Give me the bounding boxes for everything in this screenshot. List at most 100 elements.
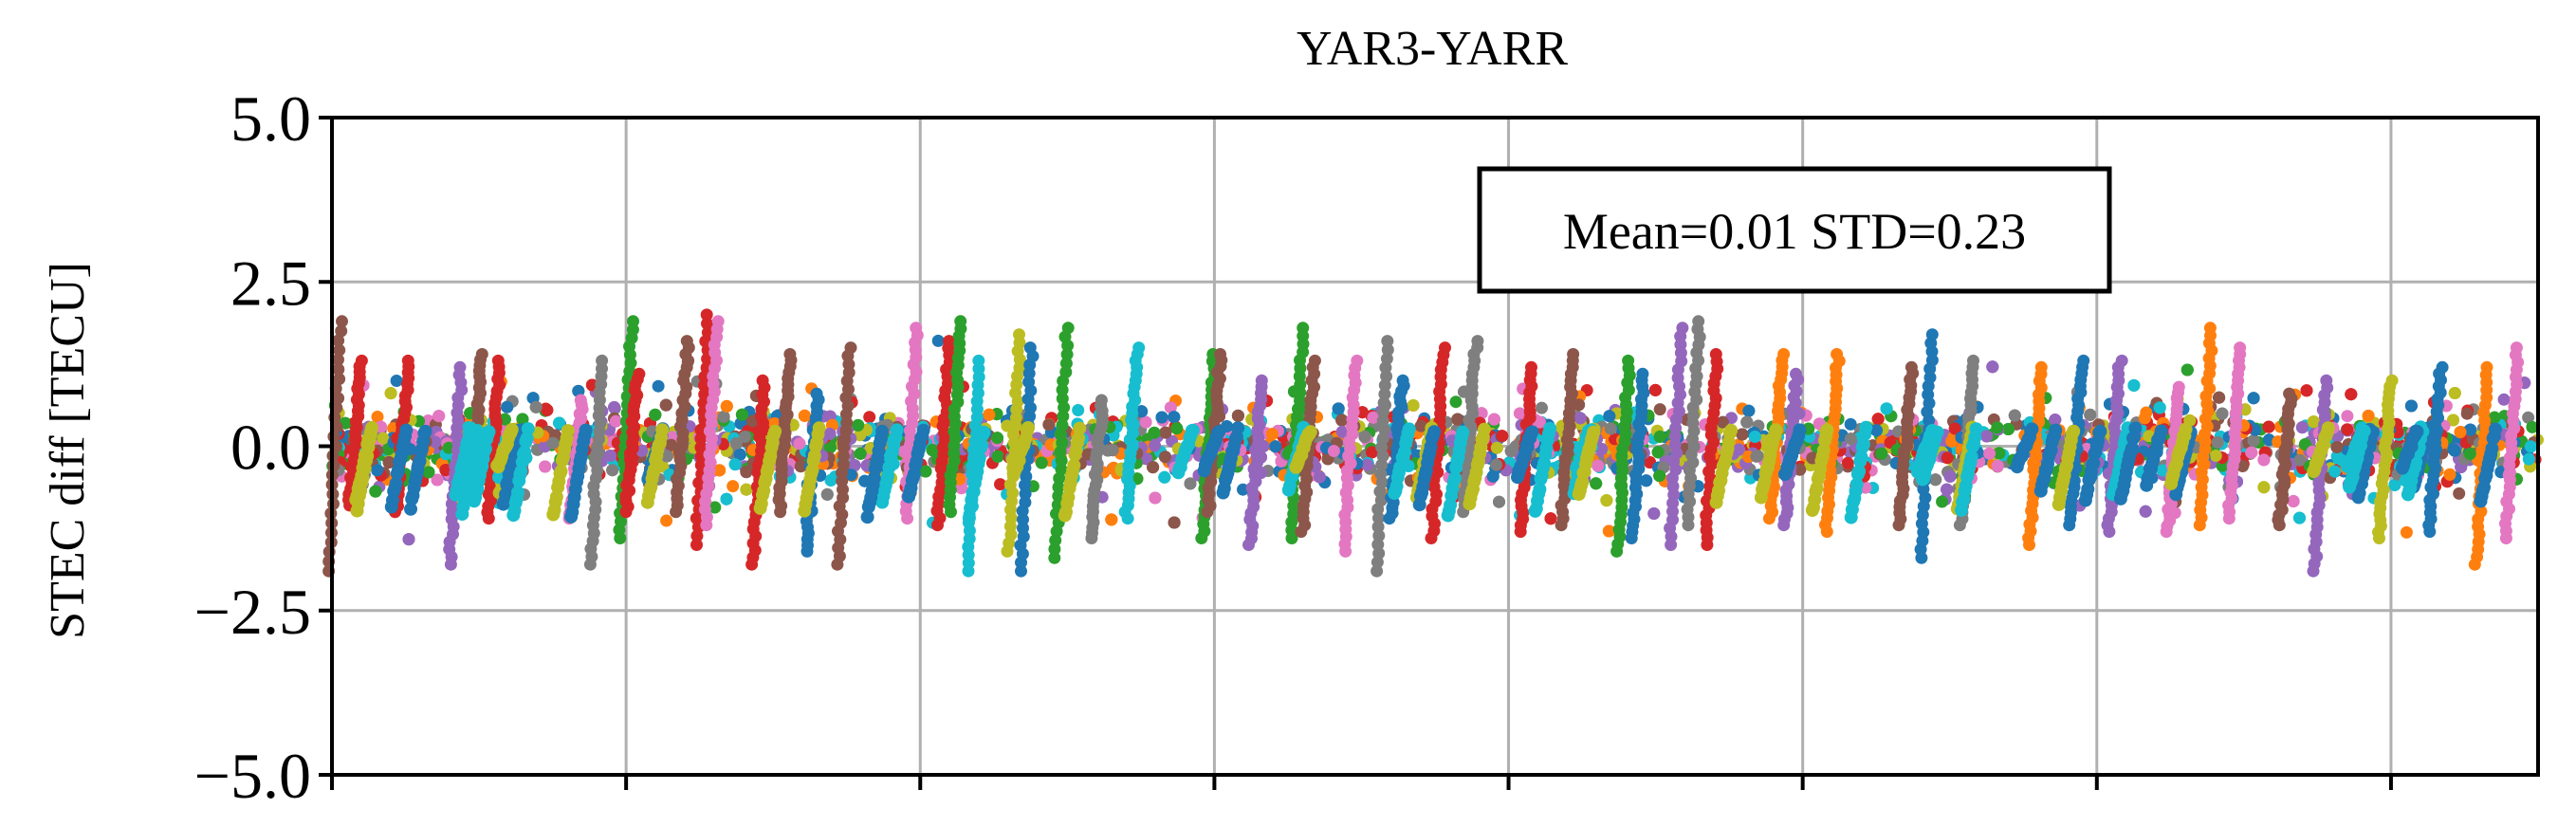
data-point xyxy=(2084,408,2097,421)
data-point xyxy=(1407,399,1420,412)
data-point xyxy=(1367,411,1380,424)
data-point xyxy=(1164,401,1177,414)
data-point xyxy=(1590,477,1603,490)
data-point xyxy=(1742,404,1756,417)
data-point xyxy=(1844,417,1857,431)
data-point xyxy=(727,480,740,493)
data-point xyxy=(1504,445,1518,458)
data-point xyxy=(1487,413,1500,426)
data-point xyxy=(2341,423,2354,436)
data-point xyxy=(2049,414,2062,427)
data-point xyxy=(1536,401,1548,414)
data-point xyxy=(1231,409,1244,422)
data-point xyxy=(2526,420,2539,433)
data-point xyxy=(1648,383,1662,396)
data-point xyxy=(371,411,384,423)
data-point xyxy=(2522,411,2535,424)
data-point xyxy=(541,403,554,416)
data-point xyxy=(1544,512,1557,525)
data-point xyxy=(720,399,733,413)
data-point xyxy=(2447,414,2459,427)
data-point xyxy=(1983,447,1996,460)
data-point xyxy=(2295,421,2309,434)
data-point xyxy=(1237,483,1249,496)
data-point xyxy=(713,464,727,477)
data-point xyxy=(824,473,837,487)
data-point xyxy=(1647,507,1661,520)
data-point xyxy=(402,533,415,546)
data-point xyxy=(1184,477,1197,490)
data-point xyxy=(848,459,861,472)
data-point xyxy=(735,408,748,421)
data-point xyxy=(377,432,390,445)
data-point xyxy=(1493,495,1505,508)
data-point xyxy=(1841,456,1854,469)
data-point xyxy=(1991,459,2004,472)
data-point xyxy=(1595,443,1609,455)
data-point xyxy=(1158,470,1171,484)
data-point xyxy=(793,437,806,450)
data-point xyxy=(1148,426,1161,439)
data-point xyxy=(1358,431,1371,443)
data-point xyxy=(1653,430,1666,443)
data-point xyxy=(1475,407,1488,420)
data-point xyxy=(1159,426,1172,439)
data-point xyxy=(2460,407,2474,420)
data-point xyxy=(708,501,722,514)
data-point xyxy=(717,411,730,423)
chart-title: YAR3-YARR xyxy=(1297,22,1568,76)
data-point xyxy=(1733,443,1745,456)
data-point xyxy=(382,456,396,469)
data-point xyxy=(1168,411,1181,424)
data-point xyxy=(1948,422,1961,435)
data-point xyxy=(1941,483,1954,496)
data-point xyxy=(439,464,452,477)
data-point xyxy=(1147,461,1160,474)
data-point xyxy=(2293,511,2306,524)
data-point xyxy=(1361,458,1374,471)
data-point xyxy=(1871,413,1885,426)
data-point xyxy=(1929,473,1942,487)
data-point xyxy=(384,387,397,400)
data-point xyxy=(1993,447,2006,460)
data-point xyxy=(854,429,867,442)
data-point xyxy=(660,514,673,527)
data-point xyxy=(2245,446,2258,459)
data-point xyxy=(431,473,444,487)
data-point xyxy=(501,400,514,414)
data-point xyxy=(1149,491,1162,505)
data-point xyxy=(2008,409,2021,422)
data-point xyxy=(2127,378,2141,392)
data-point xyxy=(1140,452,1153,466)
data-point xyxy=(2002,423,2015,435)
data-point xyxy=(2293,453,2307,467)
data-point xyxy=(2464,423,2477,436)
data-point xyxy=(1035,456,1048,469)
data-point xyxy=(1269,440,1282,453)
data-point xyxy=(2257,453,2271,467)
data-point xyxy=(1490,441,1503,454)
data-point xyxy=(1449,395,1463,409)
data-point xyxy=(1149,439,1161,452)
data-point xyxy=(422,466,435,479)
data-point xyxy=(1313,470,1326,484)
data-points xyxy=(322,308,2544,578)
data-point xyxy=(931,334,945,347)
data-point xyxy=(2300,384,2313,397)
data-point xyxy=(1573,412,1587,425)
data-point xyxy=(390,375,403,387)
data-point xyxy=(1332,402,1345,415)
data-point xyxy=(1072,404,1085,416)
data-point xyxy=(432,410,446,423)
data-point xyxy=(2497,393,2511,406)
data-point xyxy=(1936,495,1949,508)
data-point xyxy=(1592,459,1605,472)
data-point xyxy=(2341,410,2354,423)
data-point xyxy=(1042,418,1056,432)
data-point xyxy=(1651,446,1665,459)
data-point xyxy=(2388,478,2401,491)
data-point xyxy=(794,460,807,473)
data-point xyxy=(2345,388,2358,401)
data-point xyxy=(1653,403,1666,416)
